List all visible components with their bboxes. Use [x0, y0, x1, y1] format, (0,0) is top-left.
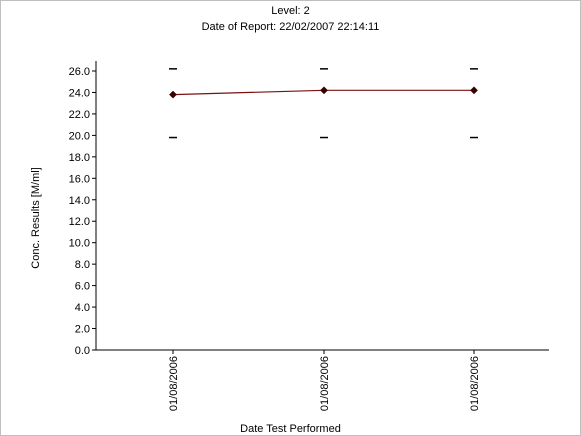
x-axis-label: Date Test Performed — [240, 423, 341, 435]
y-tick-label: 8.0 — [75, 259, 90, 271]
data-point — [470, 86, 478, 95]
x-tick-label: 01/08/2006 — [469, 356, 481, 411]
y-tick-label: 2.0 — [75, 324, 90, 336]
x-tick-label: 01/08/2006 — [319, 356, 331, 411]
y-tick-label: 6.0 — [75, 281, 90, 293]
y-tick-label: 14.0 — [69, 195, 90, 207]
y-tick-label: 16.0 — [69, 173, 90, 185]
chart-title: Level: 2 — [271, 5, 310, 17]
y-tick-label: 0.0 — [75, 345, 90, 357]
y-tick-label: 10.0 — [69, 238, 90, 250]
y-tick-label: 20.0 — [69, 130, 90, 142]
y-tick-label: 18.0 — [69, 152, 90, 164]
y-tick-label: 22.0 — [69, 109, 90, 121]
y-tick-label: 4.0 — [75, 302, 90, 314]
y-tick-label: 12.0 — [69, 216, 90, 228]
y-tick-label: 24.0 — [69, 87, 90, 99]
y-tick-label: 26.0 — [69, 66, 90, 78]
data-point — [320, 86, 328, 95]
x-tick-label: 01/08/2006 — [168, 356, 180, 411]
data-point — [169, 90, 177, 99]
chart-subtitle: Date of Report: 22/02/2007 22:14:11 — [201, 21, 380, 33]
